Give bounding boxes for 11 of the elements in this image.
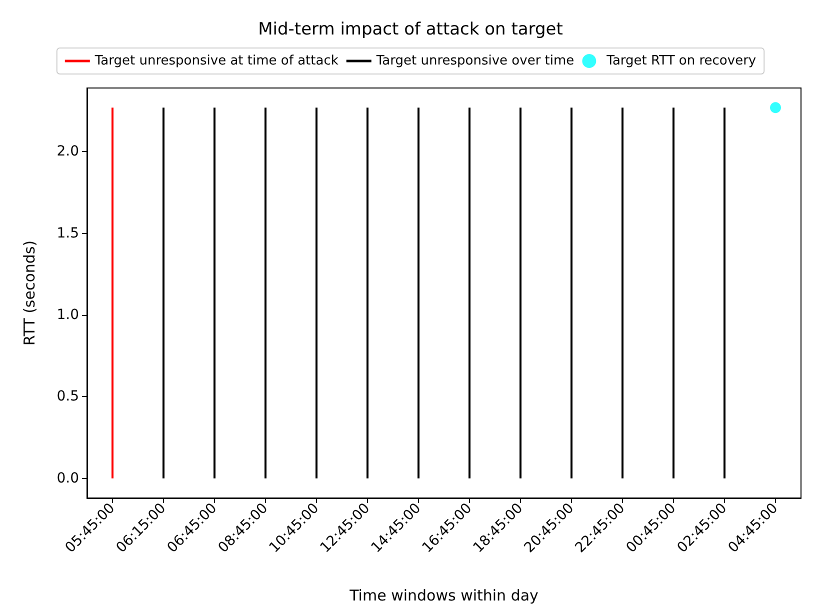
legend-label: Target unresponsive over time xyxy=(375,54,574,68)
legend-label: Target RTT on recovery xyxy=(606,54,756,68)
y-tick-label: 1.0 xyxy=(56,307,79,324)
y-axis-title: RTT (seconds) xyxy=(20,240,38,346)
legend-label: Target unresponsive at time of attack xyxy=(94,54,339,68)
y-tick-label: 0.5 xyxy=(56,388,79,405)
y-tick-label: 0.0 xyxy=(56,470,79,486)
y-tick-label: 2.0 xyxy=(56,144,79,160)
y-tick-label: 1.5 xyxy=(56,225,79,242)
x-axis-title: Time windows within day xyxy=(348,586,539,604)
chart-title: Mid-term impact of attack on target xyxy=(258,20,564,40)
